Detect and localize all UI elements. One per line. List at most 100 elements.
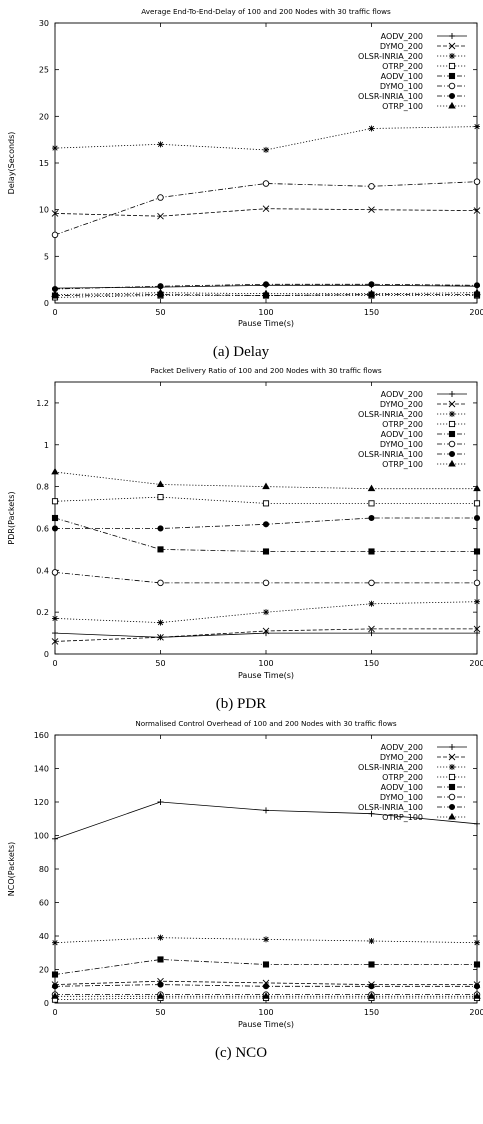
data-point: [262, 500, 270, 507]
legend-label: OLSR-INRIA_100: [358, 450, 423, 459]
data-point: [51, 569, 59, 576]
y-tick-label: 0: [44, 299, 49, 308]
legend-label: AODV_100: [381, 783, 423, 792]
series-OTRP_200: [51, 494, 481, 507]
series-OLSR-INRIA_100: [51, 981, 481, 990]
x-tick-label: 100: [258, 308, 273, 317]
data-point: [157, 141, 164, 148]
series-AODV_200: [52, 799, 480, 842]
data-point: [263, 936, 269, 943]
y-axis-label: NCO(Packets): [7, 842, 16, 896]
y-tick-label: 15: [39, 159, 49, 168]
data-point: [51, 498, 59, 505]
data-point: [157, 525, 164, 532]
legend-swatch-marker: [448, 753, 456, 761]
data-point: [157, 546, 164, 553]
legend-label: AODV_200: [381, 743, 423, 752]
data-point: [51, 290, 59, 298]
y-tick-label: 80: [39, 865, 49, 874]
data-point: [368, 983, 375, 990]
legend-swatch-marker: [448, 82, 456, 90]
legend-label: OTRP_200: [382, 62, 423, 71]
data-point: [474, 630, 480, 637]
legend-swatch-marker: [448, 62, 456, 70]
data-point: [368, 630, 375, 637]
data-point: [52, 939, 58, 946]
data-point: [262, 992, 270, 999]
data-point: [262, 482, 270, 490]
data-point: [473, 500, 481, 507]
legend-label: OTRP_100: [382, 813, 423, 822]
chart-2: Normalised Control Overhead of 100 and 2…: [7, 719, 483, 1029]
y-tick-label: 0: [44, 999, 49, 1008]
x-tick-label: 150: [364, 659, 379, 668]
y-tick-label: 100: [34, 832, 49, 841]
legend-label: OLSR-INRIA_200: [358, 410, 423, 419]
data-point: [473, 983, 481, 990]
chart-title: Average End-To-End-Delay of 100 and 200 …: [141, 7, 391, 16]
series-OLSR-INRIA_200: [52, 598, 480, 626]
legend-swatch-marker: [448, 459, 456, 467]
legend-label: OTRP_200: [382, 773, 423, 782]
legend-swatch-marker: [449, 764, 455, 770]
y-tick-label: 1.2: [36, 399, 49, 408]
legend: AODV_200DYMO_200OLSR-INRIA_200OTRP_200AO…: [358, 390, 467, 469]
data-point: [157, 194, 164, 201]
x-axis-label: Pause Time(s): [238, 671, 294, 680]
legend-swatch-marker: [448, 400, 456, 408]
data-point: [263, 807, 269, 814]
y-tick-label: 20: [39, 966, 49, 975]
data-point: [157, 619, 164, 626]
data-point: [262, 627, 270, 635]
data-point: [368, 514, 375, 522]
data-point: [473, 282, 481, 289]
y-tick-label: 10: [39, 206, 49, 215]
data-point: [367, 289, 376, 297]
legend: AODV_200DYMO_200OLSR-INRIA_200OTRP_200AO…: [358, 743, 467, 822]
y-tick-label: 30: [39, 19, 49, 28]
legend-label: DYMO_200: [380, 400, 423, 409]
data-point: [157, 799, 164, 805]
series-AODV_100: [51, 956, 481, 978]
data-point: [51, 210, 59, 217]
series-line: [54, 126, 478, 151]
figure-caption: (b) PDR: [216, 696, 266, 712]
data-point: [368, 281, 375, 288]
data-point: [52, 615, 58, 622]
data-point: [368, 810, 375, 817]
legend-label: OTRP_100: [382, 102, 423, 111]
y-tick-label: 0.4: [36, 566, 49, 575]
legend-label: DYMO_100: [380, 82, 423, 91]
legend-label: OLSR-INRIA_200: [358, 52, 423, 61]
data-point: [51, 992, 59, 999]
data-point: [51, 971, 59, 978]
x-tick-label: 0: [52, 1008, 57, 1017]
data-point: [51, 983, 59, 990]
legend-label: AODV_200: [381, 32, 423, 41]
data-point: [157, 579, 164, 587]
data-point: [262, 961, 270, 968]
chart-title: Packet Delivery Ratio of 100 and 200 Nod…: [150, 366, 382, 375]
data-point: [157, 633, 164, 641]
data-point: [368, 206, 375, 213]
legend-label: OLSR-INRIA_200: [358, 763, 423, 772]
y-tick-label: 160: [34, 731, 49, 740]
legend-label: AODV_100: [381, 72, 423, 81]
series-OTRP_100: [51, 288, 481, 298]
data-point: [157, 934, 164, 941]
legend-swatch-marker: [449, 744, 455, 750]
legend-swatch-marker: [449, 391, 455, 397]
data-point: [368, 625, 375, 633]
series-line: [54, 517, 477, 552]
x-axis-label: Pause Time(s): [238, 319, 294, 328]
legend-swatch-marker: [449, 33, 455, 39]
series-OLSR-INRIA_100: [51, 514, 481, 532]
legend: AODV_200DYMO_200OLSR-INRIA_200OTRP_200AO…: [358, 32, 467, 111]
y-tick-label: 40: [39, 932, 49, 941]
y-tick-label: 0.8: [36, 483, 49, 492]
x-tick-label: 50: [155, 659, 165, 668]
legend-swatch-marker: [448, 42, 456, 50]
series-OLSR-INRIA_200: [52, 934, 480, 946]
legend-swatch-marker: [449, 411, 455, 417]
